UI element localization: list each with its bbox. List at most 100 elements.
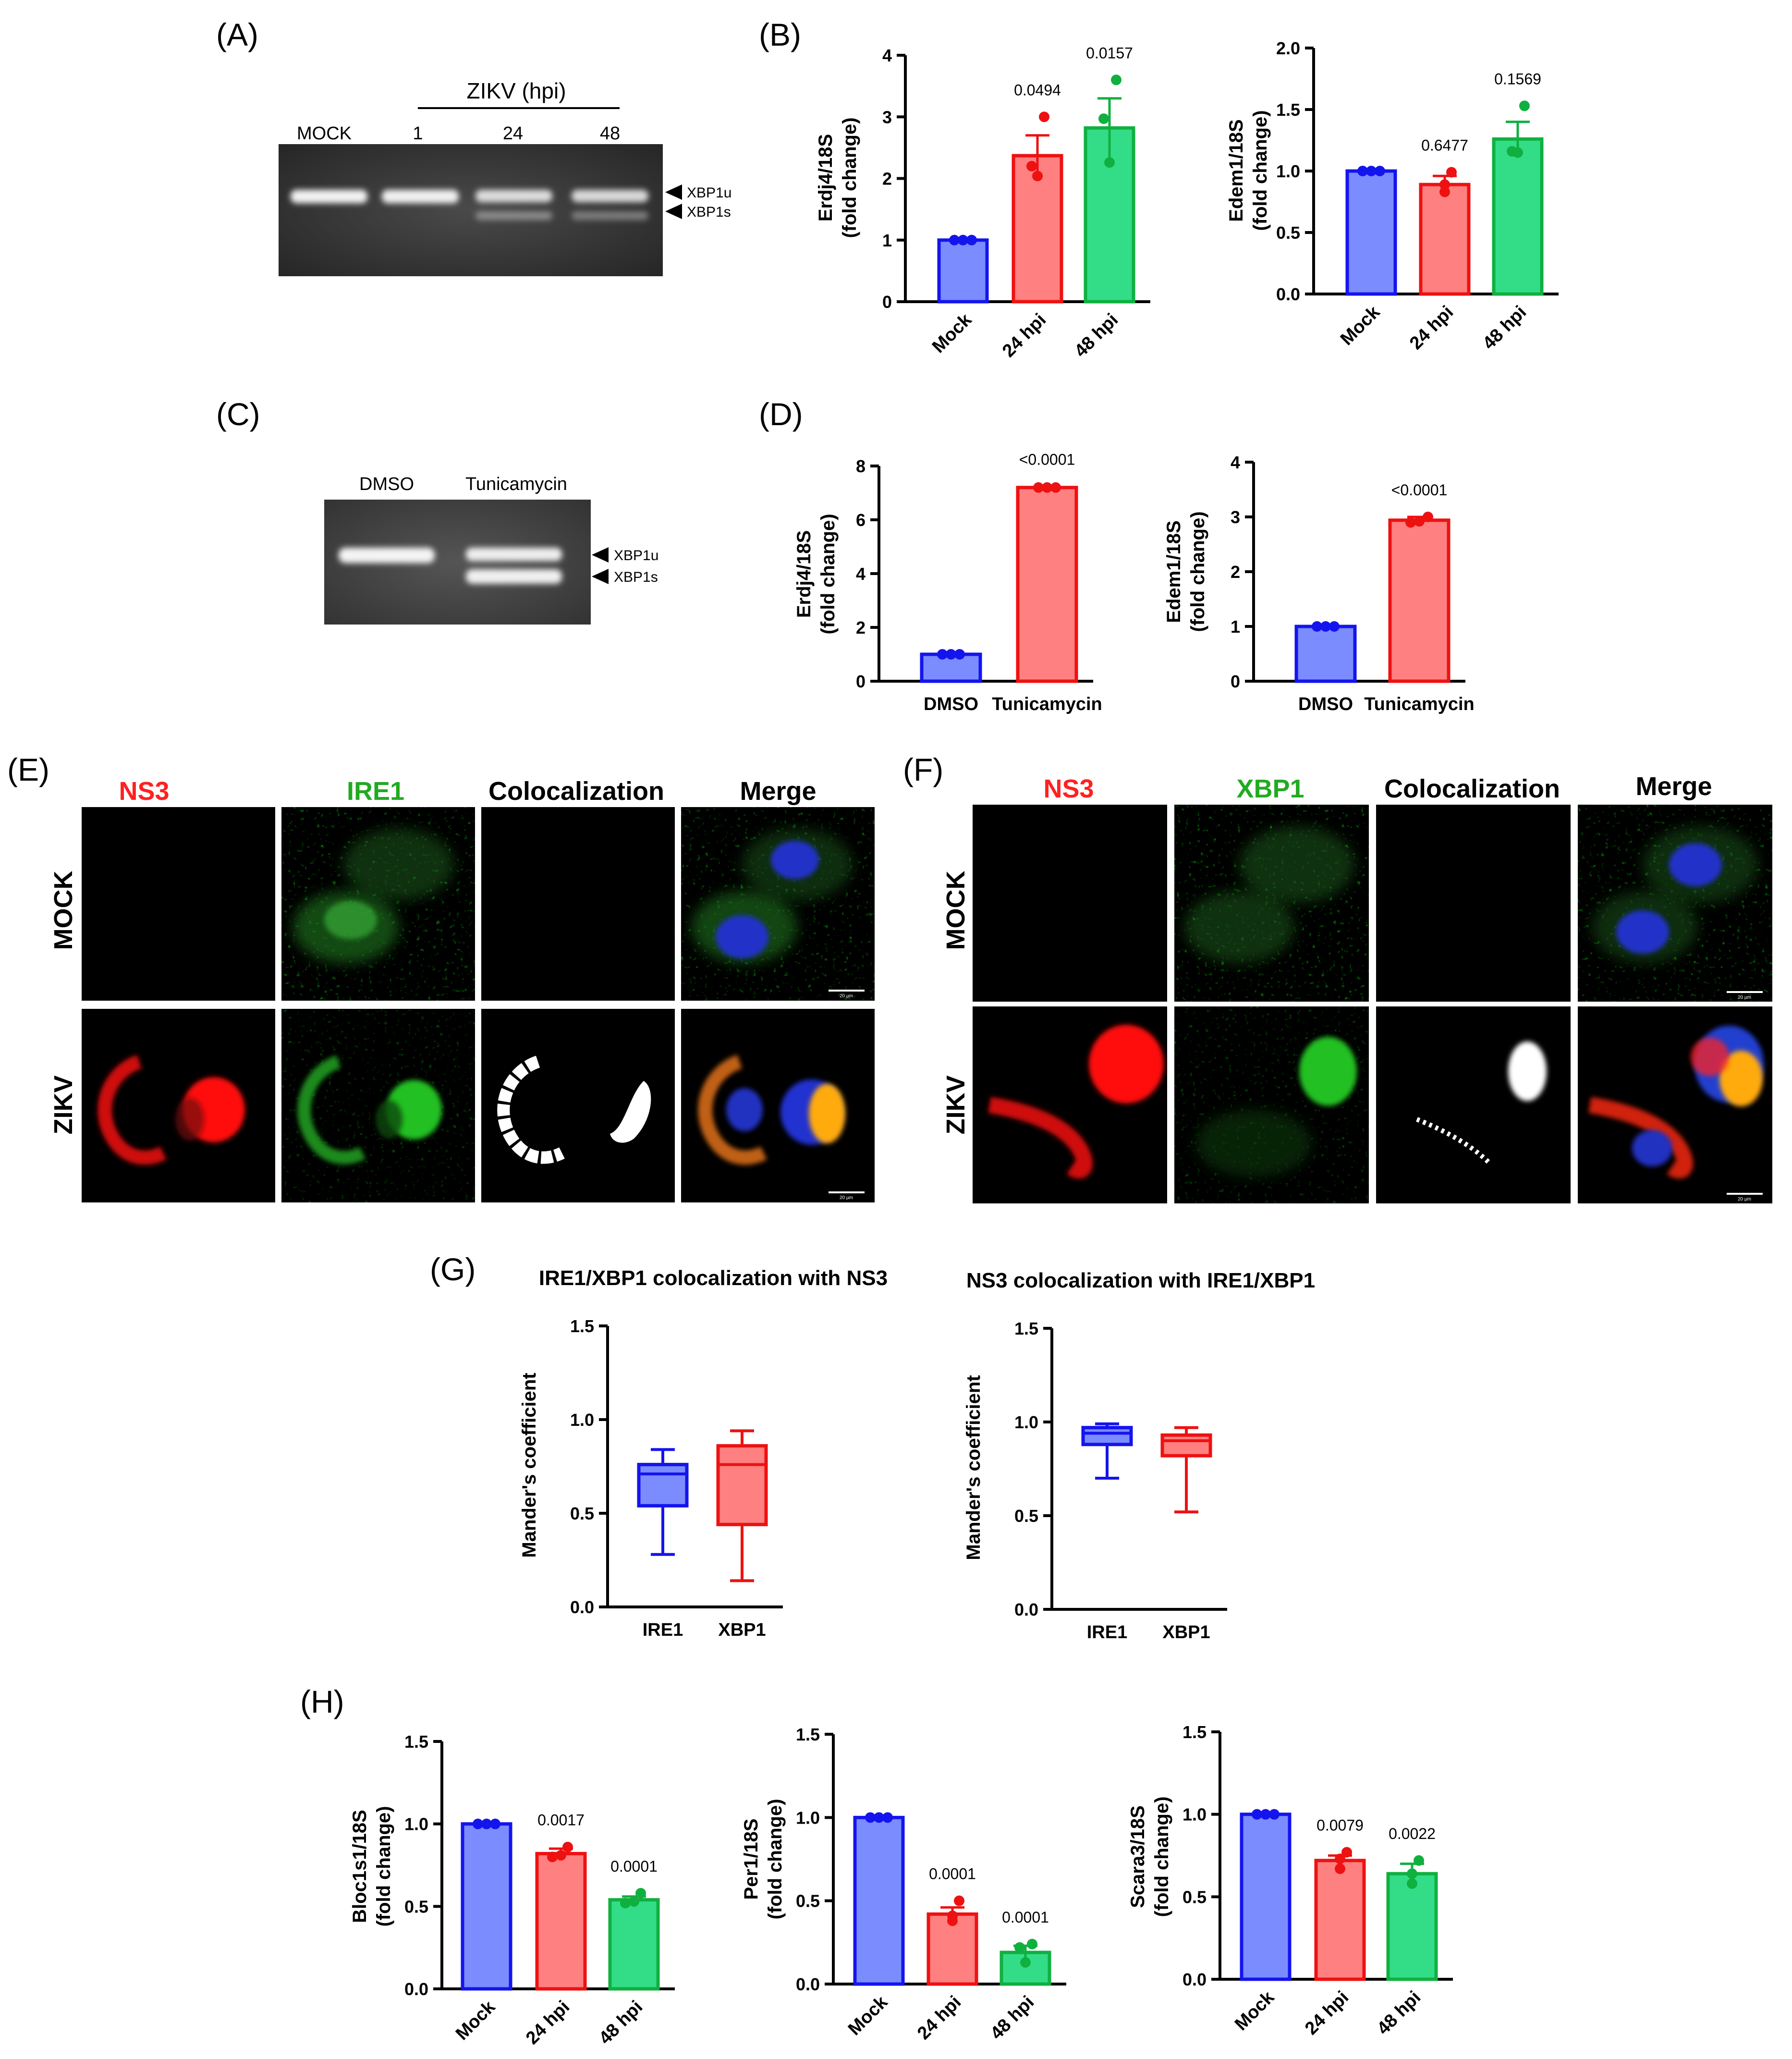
scale-bar-label: 20 µm: [1738, 1197, 1751, 1202]
micro-e-col-coloc: Colocalization: [488, 777, 664, 806]
data-point: [1032, 171, 1043, 182]
panel-label-b: (B): [759, 17, 801, 52]
data-point: [547, 1851, 558, 1863]
chart-g-4: 0.0 0.5 1.0 1.5 Mander's coefficient IRE1 XBP1: [519, 1316, 783, 1640]
xbp1s-arrow-icon: [665, 204, 682, 219]
micro-e-col-ire1: IRE1: [347, 777, 404, 806]
data-point: [966, 234, 977, 245]
gel-band: [291, 190, 367, 203]
data-point: [1027, 1938, 1037, 1949]
micro-e-mock-merge: 20 µm: [681, 807, 875, 1001]
y-tick-label: 0: [882, 292, 892, 312]
bar: [1388, 518, 1451, 683]
x-tick-label: 48 hpi: [1479, 302, 1530, 354]
y-tick-label: 0.5: [570, 1504, 594, 1523]
x-tick-label: 48 hpi: [595, 1997, 646, 2048]
p-value-label: 0.0157: [1086, 44, 1133, 61]
bar: [1016, 486, 1078, 683]
x-tick-label: Mock: [1231, 1987, 1279, 2034]
y-tick-label: 1.5: [796, 1725, 820, 1744]
chart-d-3: 0 1 2 3 4 Edem1/18S (fold change) DMSO Tunicamyc…: [1163, 453, 1475, 714]
data-point: [473, 1818, 483, 1829]
gel-a-lane-label: 24: [503, 123, 523, 144]
y-tick-label: 4: [856, 564, 866, 584]
y-tick-label: 1.0: [1014, 1412, 1038, 1432]
panel-label-e: (E): [7, 752, 49, 787]
data-point: [1269, 1809, 1280, 1820]
p-value-label: 0.0494: [1014, 81, 1061, 98]
box: [1160, 1433, 1212, 1458]
chart-h-6: 0.0 0.5 1.0 1.5 Bloc1s1/18S (fold change) Mock…: [349, 1732, 675, 2048]
y-tick-label: 8: [856, 456, 866, 476]
micro-e: NS3 IRE1 Colocalization Merge MOCK ZIKV …: [49, 777, 875, 1202]
data-point: [1026, 160, 1037, 172]
p-value-label: <0.0001: [1019, 451, 1075, 468]
micro-f-col-xbp1: XBP1: [1236, 774, 1304, 803]
bar: [1492, 137, 1544, 296]
panel-label-d: (D): [759, 396, 803, 432]
xbp1u-arrow-icon: [665, 184, 682, 200]
x-tick-label: 48 hpi: [1071, 310, 1122, 361]
x-tick-label: 24 hpi: [999, 310, 1050, 361]
gel-c-band-label: XBP1u: [614, 548, 658, 564]
micro-e-zikv-ns3: [82, 1009, 275, 1202]
y-tick-label: 4: [882, 46, 892, 65]
y-tick-label: 1.5: [404, 1732, 428, 1752]
data-point: [1405, 517, 1416, 528]
gel-c-lane-label: DMSO: [359, 474, 414, 494]
micro-f-zikv-ns3: [973, 1006, 1167, 1203]
data-point: [1375, 166, 1385, 176]
data-point: [1507, 146, 1517, 157]
y-tick-label: 0.0: [404, 1979, 428, 1999]
data-point: [1335, 1853, 1345, 1864]
y-tick-label: 1: [1231, 617, 1240, 637]
p-value-label: 0.0017: [537, 1812, 585, 1829]
y-tick-label: 0.5: [796, 1891, 820, 1911]
data-point: [490, 1818, 500, 1829]
micro-e-row-zikv: ZIKV: [49, 1075, 78, 1134]
gel-a-band-label: XBP1u: [687, 185, 731, 201]
x-tick-label: Tunicamycin: [992, 694, 1102, 714]
micro-e-zikv-ire1: [281, 1009, 475, 1202]
y-tick-label: 4: [1231, 453, 1240, 472]
data-point: [882, 1812, 893, 1823]
g-title-left: IRE1/XBP1 colocalization with NS3: [539, 1266, 888, 1290]
data-point: [1252, 1809, 1262, 1820]
data-point: [1042, 482, 1052, 493]
data-point: [1423, 512, 1433, 522]
x-tick-label: Mock: [844, 1992, 892, 2039]
panel-label-a: (A): [216, 17, 258, 52]
x-tick-label: XBP1: [718, 1620, 766, 1640]
bar: [1294, 625, 1357, 683]
gel-band: [339, 548, 435, 563]
micro-f-row-mock: MOCK: [941, 871, 970, 950]
data-point: [620, 1898, 631, 1909]
micro-e-mock-ire1: [281, 807, 475, 1001]
x-tick-label: Tunicamycin: [1364, 694, 1474, 714]
scale-bar-label: 20 µm: [1738, 995, 1751, 1000]
y-tick-label: 3: [882, 107, 892, 127]
micro-e-mock-ns3: [82, 807, 275, 1001]
gel-a: ZIKV (hpi) MOCK 1 24 48 XBP1u XBP1s: [279, 78, 731, 276]
y-tick-label: 0.0: [1276, 284, 1300, 304]
data-point: [481, 1818, 492, 1829]
panel-label-h: (H): [300, 1684, 344, 1719]
x-tick-label: Mock: [1337, 302, 1384, 349]
data-point: [1111, 74, 1122, 86]
gel-c-lane-label: Tunicamycin: [465, 474, 567, 494]
x-tick-label: Mock: [928, 309, 976, 357]
chart-g-5: 0.0 0.5 1.0 1.5 Mander's coefficient IRE1 XBP1: [963, 1319, 1227, 1642]
box: [716, 1444, 768, 1526]
p-value-label: 0.0001: [929, 1865, 976, 1883]
xbp1s-arrow-icon: [592, 569, 609, 584]
data-point: [1312, 621, 1322, 632]
micro-e-mock-coloc: [481, 807, 675, 1001]
micro-f-zikv-xbp1: [1174, 1006, 1369, 1203]
gel-band: [475, 211, 552, 220]
data-point: [1050, 482, 1061, 493]
bar: [1419, 183, 1471, 296]
chart-h-8: 0.0 0.5 1.0 1.5 Scara3/18S (fold change) Mock 2…: [1127, 1722, 1453, 2039]
y-tick-label: 0: [856, 672, 866, 691]
gel-a-lane-label: MOCK: [297, 123, 352, 144]
